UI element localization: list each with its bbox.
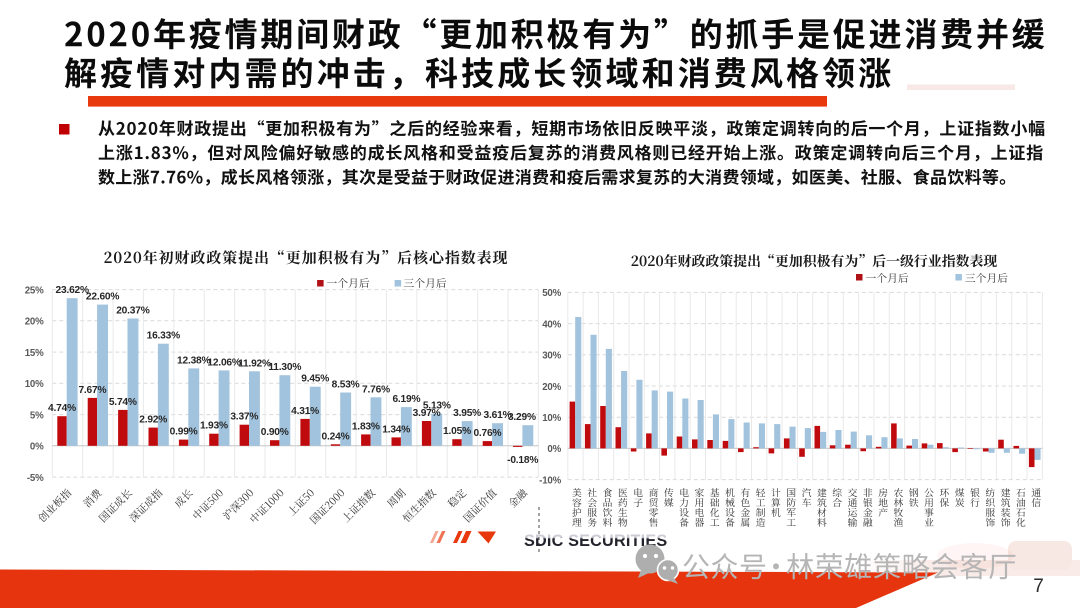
svg-text:15%: 15% <box>25 348 44 359</box>
svg-text:3.95%: 3.95% <box>453 408 481 419</box>
svg-text:22.60%: 22.60% <box>86 292 119 303</box>
svg-text:3.29%: 3.29% <box>508 412 536 423</box>
svg-text:4.74%: 4.74% <box>48 403 76 414</box>
svg-text:11.92%: 11.92% <box>238 358 271 369</box>
svg-text:12.38%: 12.38% <box>177 355 210 366</box>
svg-text:3.37%: 3.37% <box>230 412 258 423</box>
svg-text:10%: 10% <box>542 413 561 424</box>
svg-text:0%: 0% <box>547 444 561 455</box>
svg-text:20%: 20% <box>542 382 561 393</box>
svg-text:25%: 25% <box>25 285 44 296</box>
svg-text:3.61%: 3.61% <box>484 410 512 421</box>
svg-text:-10%: -10% <box>539 475 561 486</box>
svg-text:8.53%: 8.53% <box>332 380 360 391</box>
svg-text:0%: 0% <box>30 442 44 453</box>
svg-text:0.24%: 0.24% <box>322 431 350 442</box>
svg-text:9.45%: 9.45% <box>301 374 329 385</box>
svg-text:10%: 10% <box>25 379 44 390</box>
svg-text:11.30%: 11.30% <box>268 362 301 373</box>
svg-text:5%: 5% <box>30 410 44 421</box>
svg-text:2.92%: 2.92% <box>139 415 167 426</box>
svg-text:0.90%: 0.90% <box>261 427 289 438</box>
svg-text:5.74%: 5.74% <box>109 397 137 408</box>
svg-text:7.67%: 7.67% <box>78 385 106 396</box>
svg-text:7: 7 <box>1033 576 1044 597</box>
svg-text:12.06%: 12.06% <box>207 357 240 368</box>
svg-text:20%: 20% <box>25 317 44 328</box>
svg-text:50%: 50% <box>542 288 561 299</box>
svg-text:4.31%: 4.31% <box>291 406 319 417</box>
svg-text:SDIC SECURITIES: SDIC SECURITIES <box>524 532 667 550</box>
svg-text:7.76%: 7.76% <box>362 384 390 395</box>
svg-text:20.37%: 20.37% <box>116 306 149 317</box>
svg-text:5.13%: 5.13% <box>423 401 451 412</box>
svg-text:1.93%: 1.93% <box>200 421 228 432</box>
svg-text:3.97%: 3.97% <box>413 408 441 419</box>
svg-text:-0.18%: -0.18% <box>507 455 538 466</box>
svg-text:23.62%: 23.62% <box>56 285 89 296</box>
svg-text:1.34%: 1.34% <box>382 424 410 435</box>
svg-text:0.99%: 0.99% <box>170 427 198 438</box>
svg-text:16.33%: 16.33% <box>147 331 180 342</box>
svg-text:6.19%: 6.19% <box>392 394 420 405</box>
svg-text:40%: 40% <box>542 319 561 330</box>
svg-text:1.05%: 1.05% <box>443 426 471 437</box>
svg-text:-5%: -5% <box>27 473 44 484</box>
svg-text:30%: 30% <box>542 351 561 362</box>
svg-text:1.83%: 1.83% <box>352 421 380 432</box>
svg-text:0.76%: 0.76% <box>473 428 501 439</box>
